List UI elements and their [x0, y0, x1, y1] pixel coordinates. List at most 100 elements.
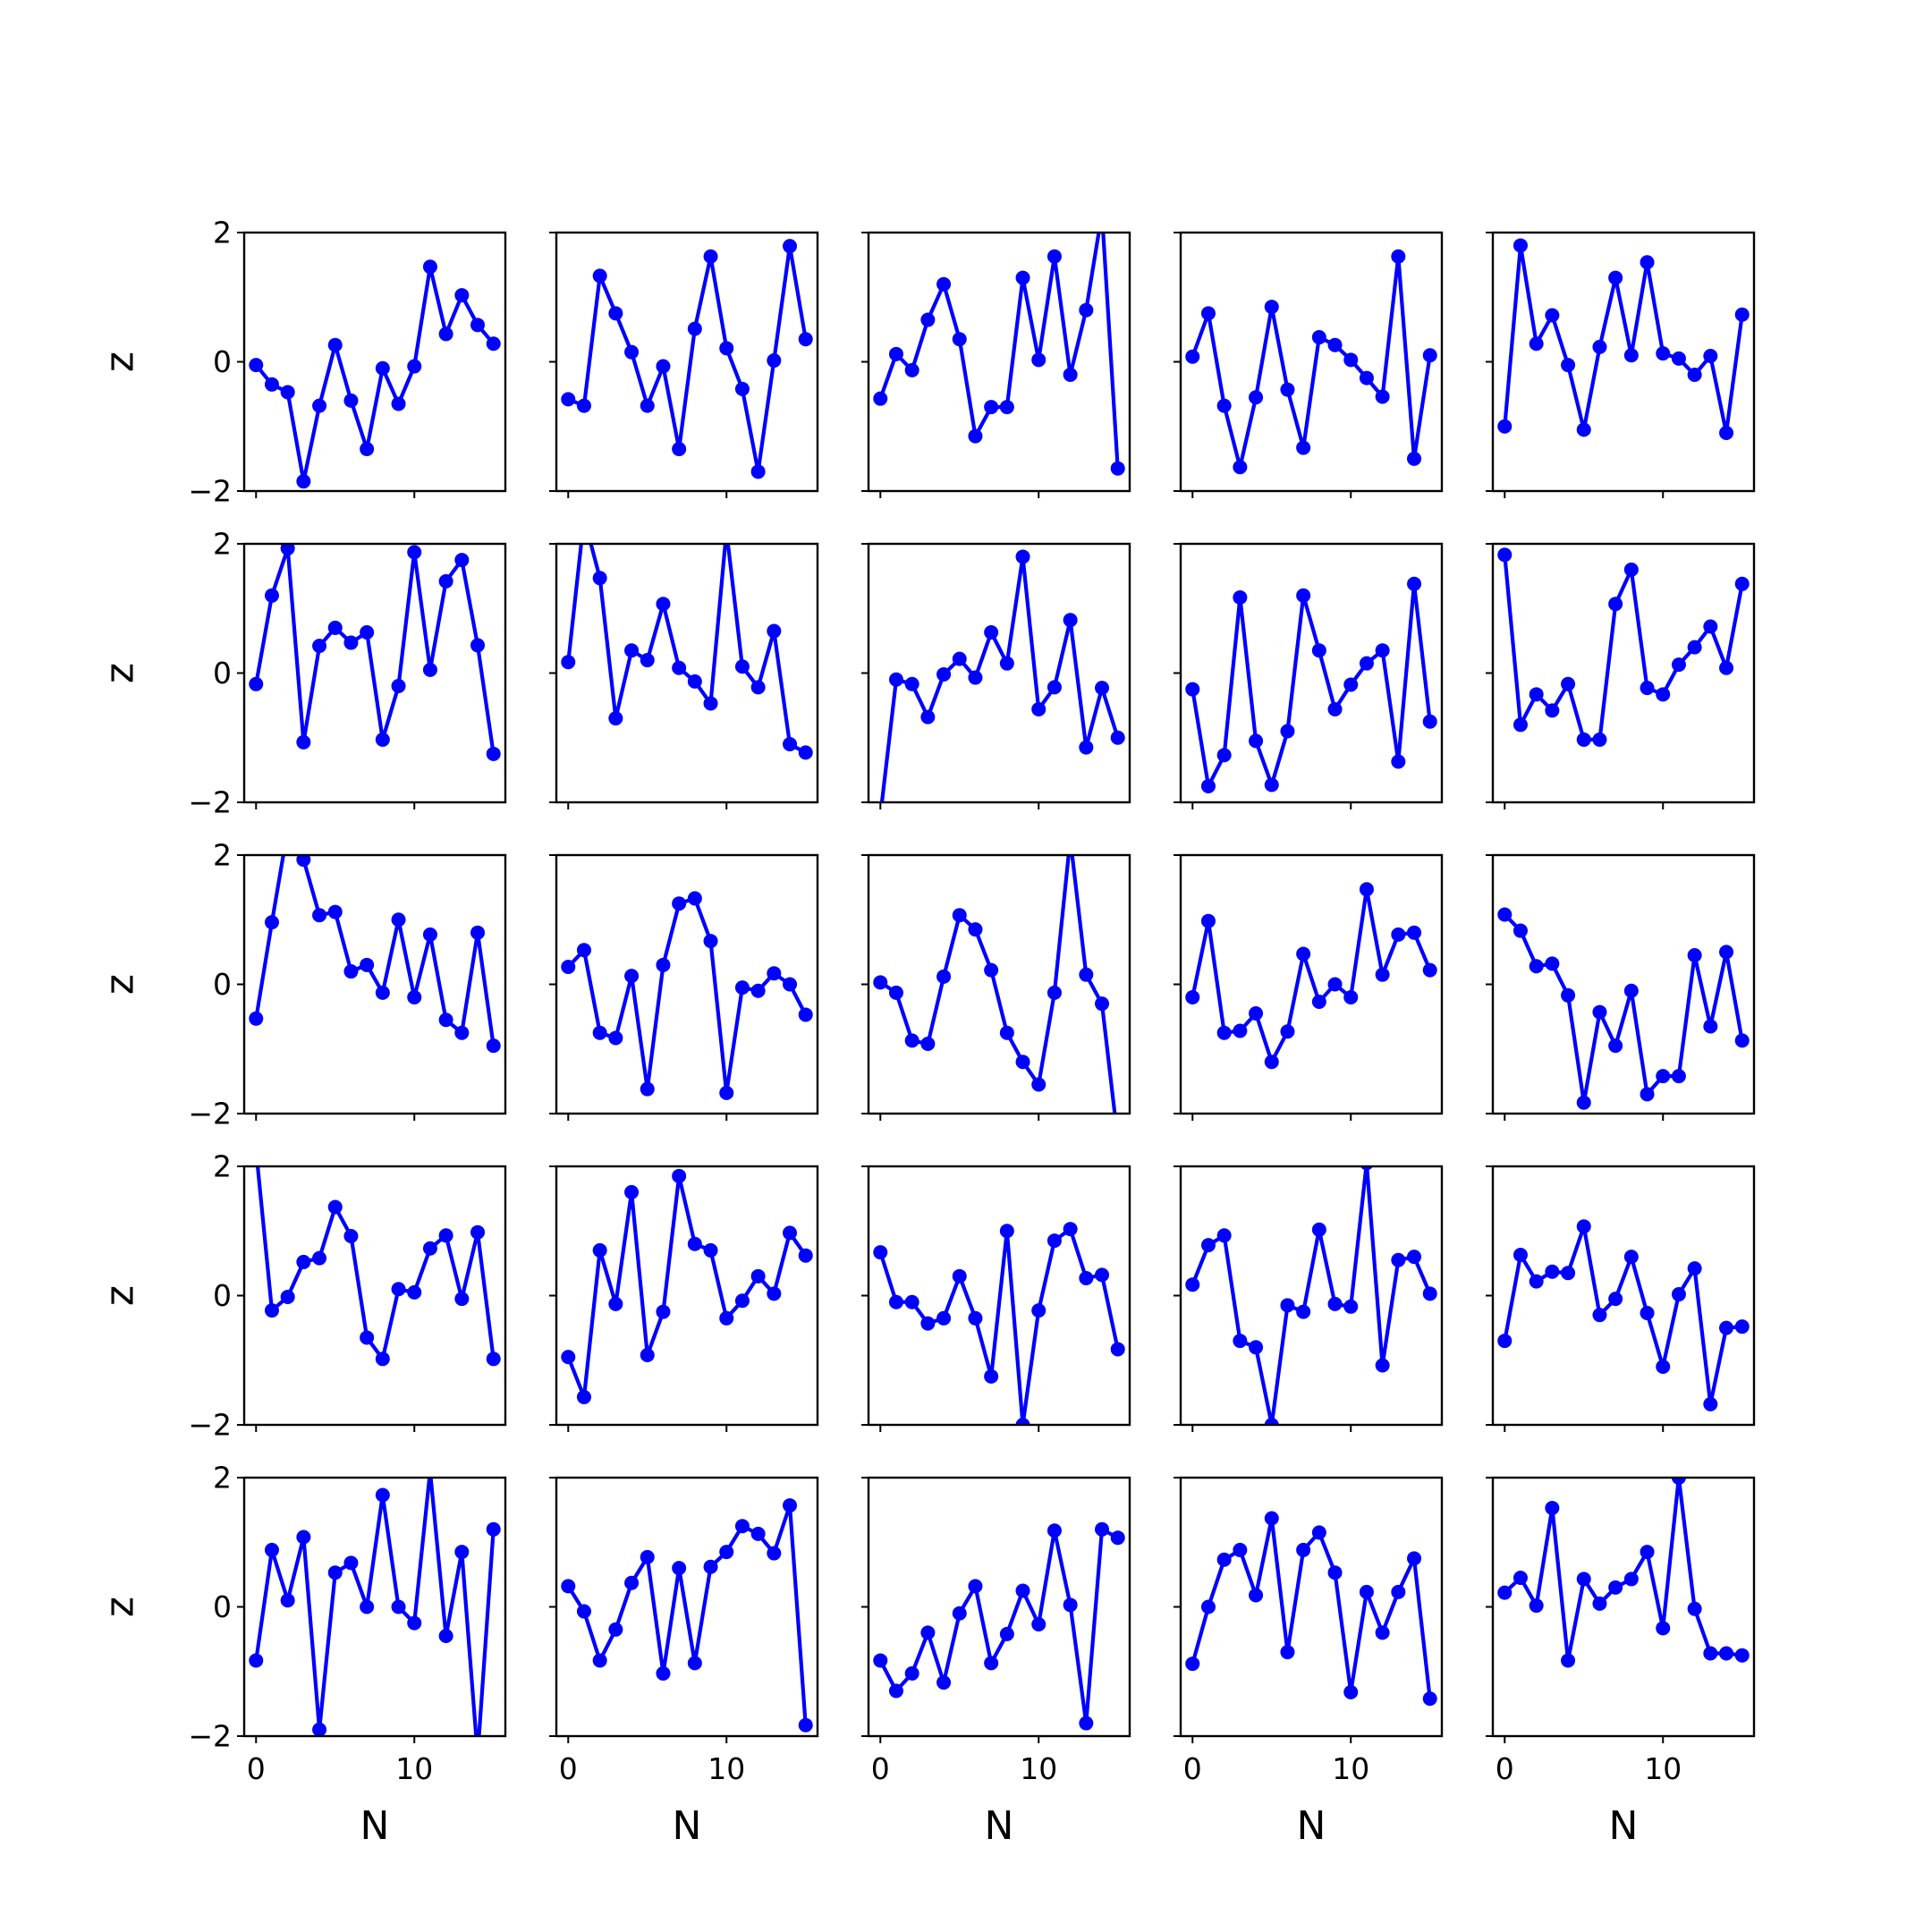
data-point [1703, 1646, 1718, 1661]
data-point [1608, 1038, 1623, 1054]
data-point [1497, 547, 1513, 563]
y-tick-label: 2 [213, 527, 232, 562]
data-point [1063, 832, 1078, 846]
data-point [624, 1575, 640, 1590]
data-point [999, 400, 1014, 415]
subplot-r4-c3 [861, 1165, 1131, 1432]
data-point [703, 1242, 718, 1258]
x-axis-label: N [1609, 1803, 1639, 1849]
data-point [1233, 1334, 1248, 1349]
axes-frame [242, 542, 507, 804]
y-tick-label: −2 [188, 1408, 232, 1443]
series-line [878, 1527, 1119, 1725]
data-point [438, 326, 453, 342]
data-point [422, 662, 437, 677]
data-point [719, 1310, 734, 1326]
series [873, 549, 1125, 822]
data-point [327, 1565, 343, 1580]
data-point [1249, 390, 1264, 405]
series [873, 1222, 1125, 1425]
series-line [878, 1226, 1120, 1425]
data-point [1015, 1418, 1030, 1425]
data-point [1343, 677, 1359, 692]
data-point [1529, 1274, 1544, 1289]
data-point [1110, 461, 1125, 476]
data-point [1513, 717, 1528, 733]
data-point [1233, 1542, 1248, 1557]
data-point [1110, 730, 1125, 745]
data-point [375, 1352, 390, 1367]
data-point [1079, 740, 1094, 755]
data-point [1623, 983, 1639, 998]
data-point [798, 1007, 813, 1022]
data-point [1280, 724, 1295, 739]
data-point [427, 1478, 434, 1479]
data-point [1719, 945, 1734, 960]
data-point [391, 912, 406, 928]
data-point [407, 989, 422, 1004]
subplot-r2-c2 [549, 511, 819, 809]
data-point [1529, 687, 1544, 702]
axes-frame [1179, 853, 1444, 1115]
subplot-r4-c1: 2 0 −2 z [97, 1149, 507, 1443]
data-point [264, 588, 279, 603]
subplot-r1-c4 [1174, 231, 1444, 498]
data-point [767, 353, 782, 369]
data-point [1545, 1500, 1560, 1515]
series-line [255, 1166, 496, 1361]
data-point [343, 1555, 359, 1571]
data-point [1359, 656, 1374, 671]
data-point [1608, 270, 1623, 285]
data-point [280, 1593, 295, 1608]
data-point [952, 651, 967, 666]
data-point [264, 377, 279, 392]
data-point [1327, 337, 1343, 352]
data-point [454, 1545, 470, 1560]
data-point [1640, 1087, 1655, 1102]
data-point [486, 336, 501, 352]
y-tick-label: 0 [213, 344, 232, 379]
axes-frame [242, 1165, 507, 1427]
series [1497, 907, 1750, 1110]
data-point [1280, 1024, 1295, 1039]
series-line [566, 1503, 808, 1725]
data-point [1311, 995, 1326, 1010]
data-point [873, 808, 887, 822]
data-point [577, 511, 591, 525]
axes-frame [1491, 1476, 1756, 1738]
data-point [1327, 1296, 1343, 1311]
data-point [1046, 1233, 1062, 1249]
subplot-r1-c2 [549, 231, 819, 498]
data-point [1343, 352, 1359, 368]
data-point [1391, 249, 1406, 264]
data-point [1671, 351, 1686, 366]
data-point [1031, 701, 1046, 716]
data-point [1497, 907, 1513, 922]
data-point [1015, 1583, 1030, 1598]
data-point [360, 1330, 375, 1345]
axes-frame [242, 853, 507, 1115]
y-tick-label: 0 [213, 656, 232, 691]
subplot-r3-c1: 2 0 −2 z [97, 838, 507, 1131]
data-point [1608, 1580, 1623, 1595]
data-point [360, 957, 375, 972]
data-point [422, 259, 437, 275]
data-point [1719, 1320, 1734, 1335]
data-point [1280, 1645, 1295, 1660]
data-point [656, 359, 671, 374]
data-point [1561, 358, 1576, 373]
data-point [1264, 1055, 1279, 1070]
series-line [1191, 254, 1432, 470]
data-point [296, 474, 311, 489]
data-point [936, 969, 952, 984]
data-point [798, 1717, 813, 1733]
data-point [1640, 681, 1655, 696]
data-point [798, 332, 813, 347]
axes-frame [555, 1165, 819, 1427]
data-point [1046, 985, 1062, 1000]
data-point [656, 597, 671, 612]
subplot-r2-c5 [1486, 542, 1756, 809]
x-tick-label: 0 [247, 1751, 266, 1786]
data-point [1719, 660, 1734, 675]
data-point [1375, 1358, 1390, 1373]
